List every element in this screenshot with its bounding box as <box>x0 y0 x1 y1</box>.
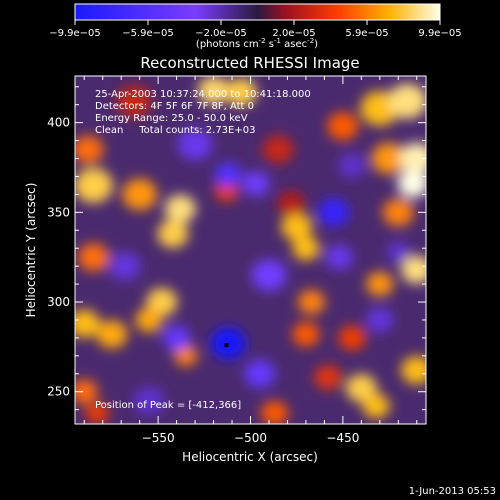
footer-date: 1-Jun-2013 05:53 <box>409 486 496 497</box>
x-axis: −550 −500 −450 <box>83 76 418 445</box>
heatmap-blob <box>262 135 294 164</box>
heatmap-blob <box>388 83 426 119</box>
heatmap-blob <box>397 169 426 198</box>
heatmap-blob <box>135 307 163 333</box>
heatmap-blob <box>96 320 128 349</box>
colorbar-tick-label: −9.9e−05 <box>49 28 101 39</box>
heatmap-blob <box>382 198 414 227</box>
heatmap-blob <box>292 235 320 261</box>
heatmap-blob <box>163 325 191 351</box>
heatmap-blob <box>362 393 390 419</box>
heatmap-blob <box>338 153 366 178</box>
heatmap-blob <box>399 142 426 175</box>
y-tick-label: 300 <box>47 295 70 309</box>
y-tick-label: 250 <box>47 385 70 399</box>
heatmap-blob <box>75 167 113 203</box>
annotation-line: Clean Total counts: 2.73E+03 <box>95 125 255 136</box>
heatmap-blob <box>260 400 289 424</box>
heatmap-blob <box>242 171 270 196</box>
heatmap-blob <box>177 128 213 160</box>
heatmap-blob <box>277 191 305 216</box>
x-tick-label: −500 <box>234 431 267 445</box>
annotation-line: 25-Apr-2003 10:37:24.000 to 10:41:18.000 <box>95 89 311 100</box>
heatmap-blob <box>244 359 276 388</box>
x-tick-label: −550 <box>142 431 175 445</box>
colorbar-gradient <box>74 3 441 21</box>
x-axis-label: Heliocentric X (arcsec) <box>182 450 318 464</box>
annotation-line: Detectors: 4F 5F 6F 7F 8F, Att 0 <box>95 101 254 112</box>
heatmap-blob <box>292 322 320 347</box>
x-tick-label: −450 <box>326 431 359 445</box>
y-axis: 250 300 350 400 <box>47 86 426 411</box>
heatmap-blob <box>281 212 313 241</box>
heatmap-blob <box>198 76 230 105</box>
annotation-block: 25-Apr-2003 10:37:24.000 to 10:41:18.000… <box>95 89 311 136</box>
colorbar-unit-label: (photons cm-2 s-1 asec-2) <box>196 37 318 50</box>
y-axis-label: Heliocentric Y (arcsec) <box>24 183 38 318</box>
heatmap-blob <box>122 178 158 211</box>
colorbar-tick-label: 9.9e−05 <box>418 28 461 39</box>
heatmap-blob <box>214 162 242 187</box>
heatmap-blob <box>366 307 394 333</box>
heatmap-blob <box>345 374 377 403</box>
heatmap-blob <box>77 243 109 272</box>
heatmap-blob <box>366 271 394 297</box>
heatmap-blob <box>75 309 100 338</box>
heatmap-area <box>75 76 426 424</box>
heatmap-blob <box>401 255 426 284</box>
y-tick-label: 400 <box>47 116 70 130</box>
heatmap-blob <box>133 386 165 415</box>
heatmap-blob <box>251 259 287 291</box>
chart-title: Reconstructed RHESSI Image <box>140 54 359 72</box>
colorbar-tick-label: 2.0e−05 <box>272 28 315 39</box>
annotation-line: Energy Range: 25.0 - 50.0 keV <box>95 113 248 124</box>
heatmap-blob <box>225 78 257 107</box>
heatmap-blob <box>327 112 359 141</box>
heatmap-blob <box>314 365 342 390</box>
heatmap-blob <box>401 356 426 385</box>
heatmap-blob <box>109 252 141 281</box>
heatmap-blob <box>116 85 152 117</box>
colorbar-tick-label: 5.9e−05 <box>345 28 388 39</box>
heatmap-blob <box>174 345 198 367</box>
colorbar-tick-label: −2.0e−05 <box>195 28 247 39</box>
heatmap-blob <box>157 219 189 248</box>
heatmap-blob <box>75 135 104 164</box>
heatmap-blob <box>318 198 350 227</box>
heatmap-blob <box>325 244 353 270</box>
colorbar: −9.9e−05 −5.9e−05 −2.0e−05 2.0e−05 5.9e−05 9.… <box>49 3 462 50</box>
heatmap-blob <box>297 289 326 315</box>
peak-position-label: Position of Peak = [-412,366] <box>95 400 241 411</box>
heatmap-blob <box>338 325 366 351</box>
heatmap-blob <box>85 402 109 424</box>
heatmap-blob <box>371 142 407 175</box>
heatmap-blob <box>386 241 410 263</box>
colorbar-tick-label: −5.9e−05 <box>122 28 174 39</box>
heatmap-blob <box>75 379 98 404</box>
colorbar-ticks: −9.9e−05 −5.9e−05 −2.0e−05 2.0e−05 5.9e−05 9.… <box>49 20 462 39</box>
heatmap-blob <box>164 194 196 223</box>
y-tick-label: 350 <box>47 205 70 219</box>
heatmap-blobs <box>75 76 426 424</box>
peak-marker <box>224 343 229 348</box>
